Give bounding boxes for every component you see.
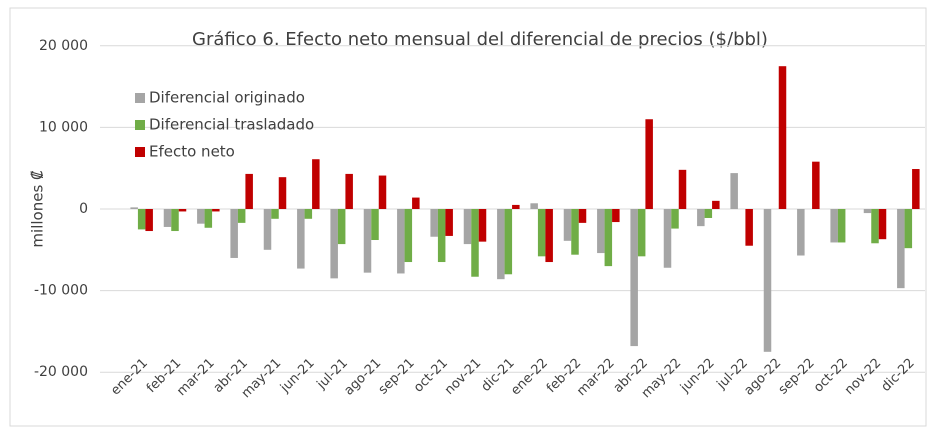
- bar: [830, 209, 838, 243]
- bar: [778, 66, 787, 209]
- bar: [171, 209, 179, 232]
- bar: [230, 209, 238, 258]
- bar: [663, 209, 672, 268]
- bar: [563, 209, 572, 241]
- bar: [797, 209, 805, 256]
- legend-label: Diferencial trasladado: [149, 116, 314, 134]
- bar: [463, 209, 472, 245]
- legend-swatch: [135, 93, 145, 103]
- bar: [445, 209, 453, 236]
- bar: [678, 169, 687, 209]
- bar: [530, 203, 538, 209]
- bar: [312, 159, 320, 209]
- bar: [637, 209, 646, 257]
- bar: [412, 197, 420, 209]
- bar: [712, 200, 720, 209]
- y-axis-label: millones ₡: [29, 170, 47, 247]
- legend-label: Diferencial originado: [149, 89, 305, 107]
- bar: [263, 209, 272, 250]
- bar: [345, 173, 353, 209]
- bar: [863, 209, 872, 214]
- bar: [478, 209, 487, 242]
- bar: [371, 209, 379, 241]
- bar: [704, 209, 713, 218]
- y-tick-label: 10 000: [39, 119, 88, 135]
- bar: [630, 209, 638, 347]
- y-tick-label: -20 000: [34, 364, 88, 380]
- bar: [245, 173, 253, 209]
- bar: [163, 209, 172, 227]
- bar: [178, 209, 187, 212]
- bar: [545, 209, 553, 263]
- bar: [645, 119, 653, 209]
- bar: [871, 209, 879, 244]
- bar: [612, 209, 620, 223]
- bar: [763, 209, 772, 352]
- bar: [363, 209, 372, 273]
- bar: [604, 209, 613, 267]
- legend-swatch: [135, 147, 145, 157]
- bar: [297, 209, 305, 269]
- bar: [878, 209, 887, 240]
- bar: [504, 209, 513, 275]
- bar: [137, 209, 146, 230]
- bar: [912, 169, 920, 209]
- bar: [512, 204, 520, 209]
- y-tick-label: 20 000: [39, 38, 88, 54]
- bar: [378, 175, 387, 209]
- chart-title: Gráfico 6. Efecto neto mensual del difer…: [192, 29, 768, 50]
- bar: [671, 209, 679, 229]
- bar: [237, 209, 246, 223]
- bar: [330, 209, 338, 279]
- bar: [212, 209, 220, 212]
- bar: [837, 209, 846, 243]
- bar: [597, 209, 605, 254]
- y-tick-label: -10 000: [34, 283, 88, 299]
- bar: [537, 209, 546, 257]
- bar: [430, 209, 438, 237]
- bar: [278, 177, 287, 209]
- bar: [197, 209, 205, 224]
- bar: [271, 209, 279, 219]
- bar: [897, 209, 905, 289]
- bar: [337, 209, 346, 245]
- bar: [145, 209, 153, 232]
- bar: [578, 209, 587, 223]
- y-tick-label: 0: [79, 201, 88, 217]
- bar: [304, 209, 313, 219]
- bar: [904, 209, 913, 249]
- bar: [471, 209, 479, 277]
- bar: [497, 209, 505, 280]
- bar: [130, 207, 138, 209]
- bar: [697, 209, 705, 227]
- bar: [204, 209, 213, 228]
- bar: [404, 209, 413, 263]
- bar: [745, 209, 753, 246]
- bar: [730, 173, 738, 209]
- legend-label: Efecto neto: [149, 143, 235, 161]
- bar: [812, 161, 820, 209]
- legend-swatch: [135, 120, 145, 130]
- bar: [397, 209, 405, 274]
- bar: [437, 209, 446, 263]
- bar: [571, 209, 579, 255]
